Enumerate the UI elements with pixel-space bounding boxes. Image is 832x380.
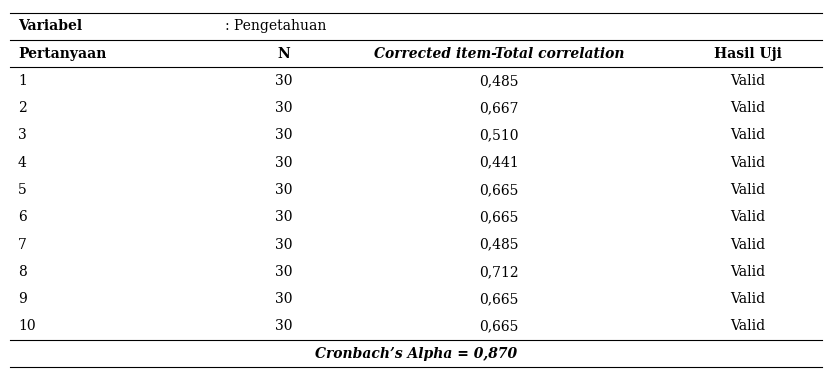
Text: 5: 5 [18, 183, 27, 197]
Text: 30: 30 [275, 156, 292, 170]
Text: 0,485: 0,485 [479, 74, 518, 88]
Text: Corrected item-Total correlation: Corrected item-Total correlation [374, 47, 624, 61]
Text: 0,665: 0,665 [479, 319, 518, 333]
Text: 1: 1 [18, 74, 27, 88]
Text: Valid: Valid [730, 292, 765, 306]
Text: 30: 30 [275, 210, 292, 224]
Text: Valid: Valid [730, 265, 765, 279]
Text: 0,665: 0,665 [479, 183, 518, 197]
Text: Hasil Uji: Hasil Uji [714, 47, 781, 61]
Text: Valid: Valid [730, 128, 765, 142]
Text: 30: 30 [275, 292, 292, 306]
Text: 30: 30 [275, 238, 292, 252]
Text: Valid: Valid [730, 156, 765, 170]
Text: Valid: Valid [730, 74, 765, 88]
Text: 0,712: 0,712 [479, 265, 518, 279]
Text: 10: 10 [18, 319, 36, 333]
Text: 30: 30 [275, 183, 292, 197]
Text: Variabel: Variabel [18, 19, 82, 33]
Text: Valid: Valid [730, 238, 765, 252]
Text: 0,665: 0,665 [479, 292, 518, 306]
Text: Valid: Valid [730, 183, 765, 197]
Text: Valid: Valid [730, 101, 765, 115]
Text: 0,441: 0,441 [479, 156, 519, 170]
Text: 0,485: 0,485 [479, 238, 518, 252]
Text: 3: 3 [18, 128, 27, 142]
Text: 7: 7 [18, 238, 27, 252]
Text: 30: 30 [275, 319, 292, 333]
Text: 30: 30 [275, 74, 292, 88]
Text: 30: 30 [275, 101, 292, 115]
Text: Pertanyaan: Pertanyaan [18, 47, 106, 61]
Text: 0,667: 0,667 [479, 101, 518, 115]
Text: 0,665: 0,665 [479, 210, 518, 224]
Text: N: N [277, 47, 290, 61]
Text: 8: 8 [18, 265, 27, 279]
Text: 4: 4 [18, 156, 27, 170]
Text: 2: 2 [18, 101, 27, 115]
Text: : Pengetahuan: : Pengetahuan [225, 19, 327, 33]
Text: 6: 6 [18, 210, 27, 224]
Text: Valid: Valid [730, 319, 765, 333]
Text: Valid: Valid [730, 210, 765, 224]
Text: 30: 30 [275, 265, 292, 279]
Text: 30: 30 [275, 128, 292, 142]
Text: 0,510: 0,510 [479, 128, 518, 142]
Text: Cronbach’s Alpha = 0,870: Cronbach’s Alpha = 0,870 [315, 347, 517, 361]
Text: 9: 9 [18, 292, 27, 306]
